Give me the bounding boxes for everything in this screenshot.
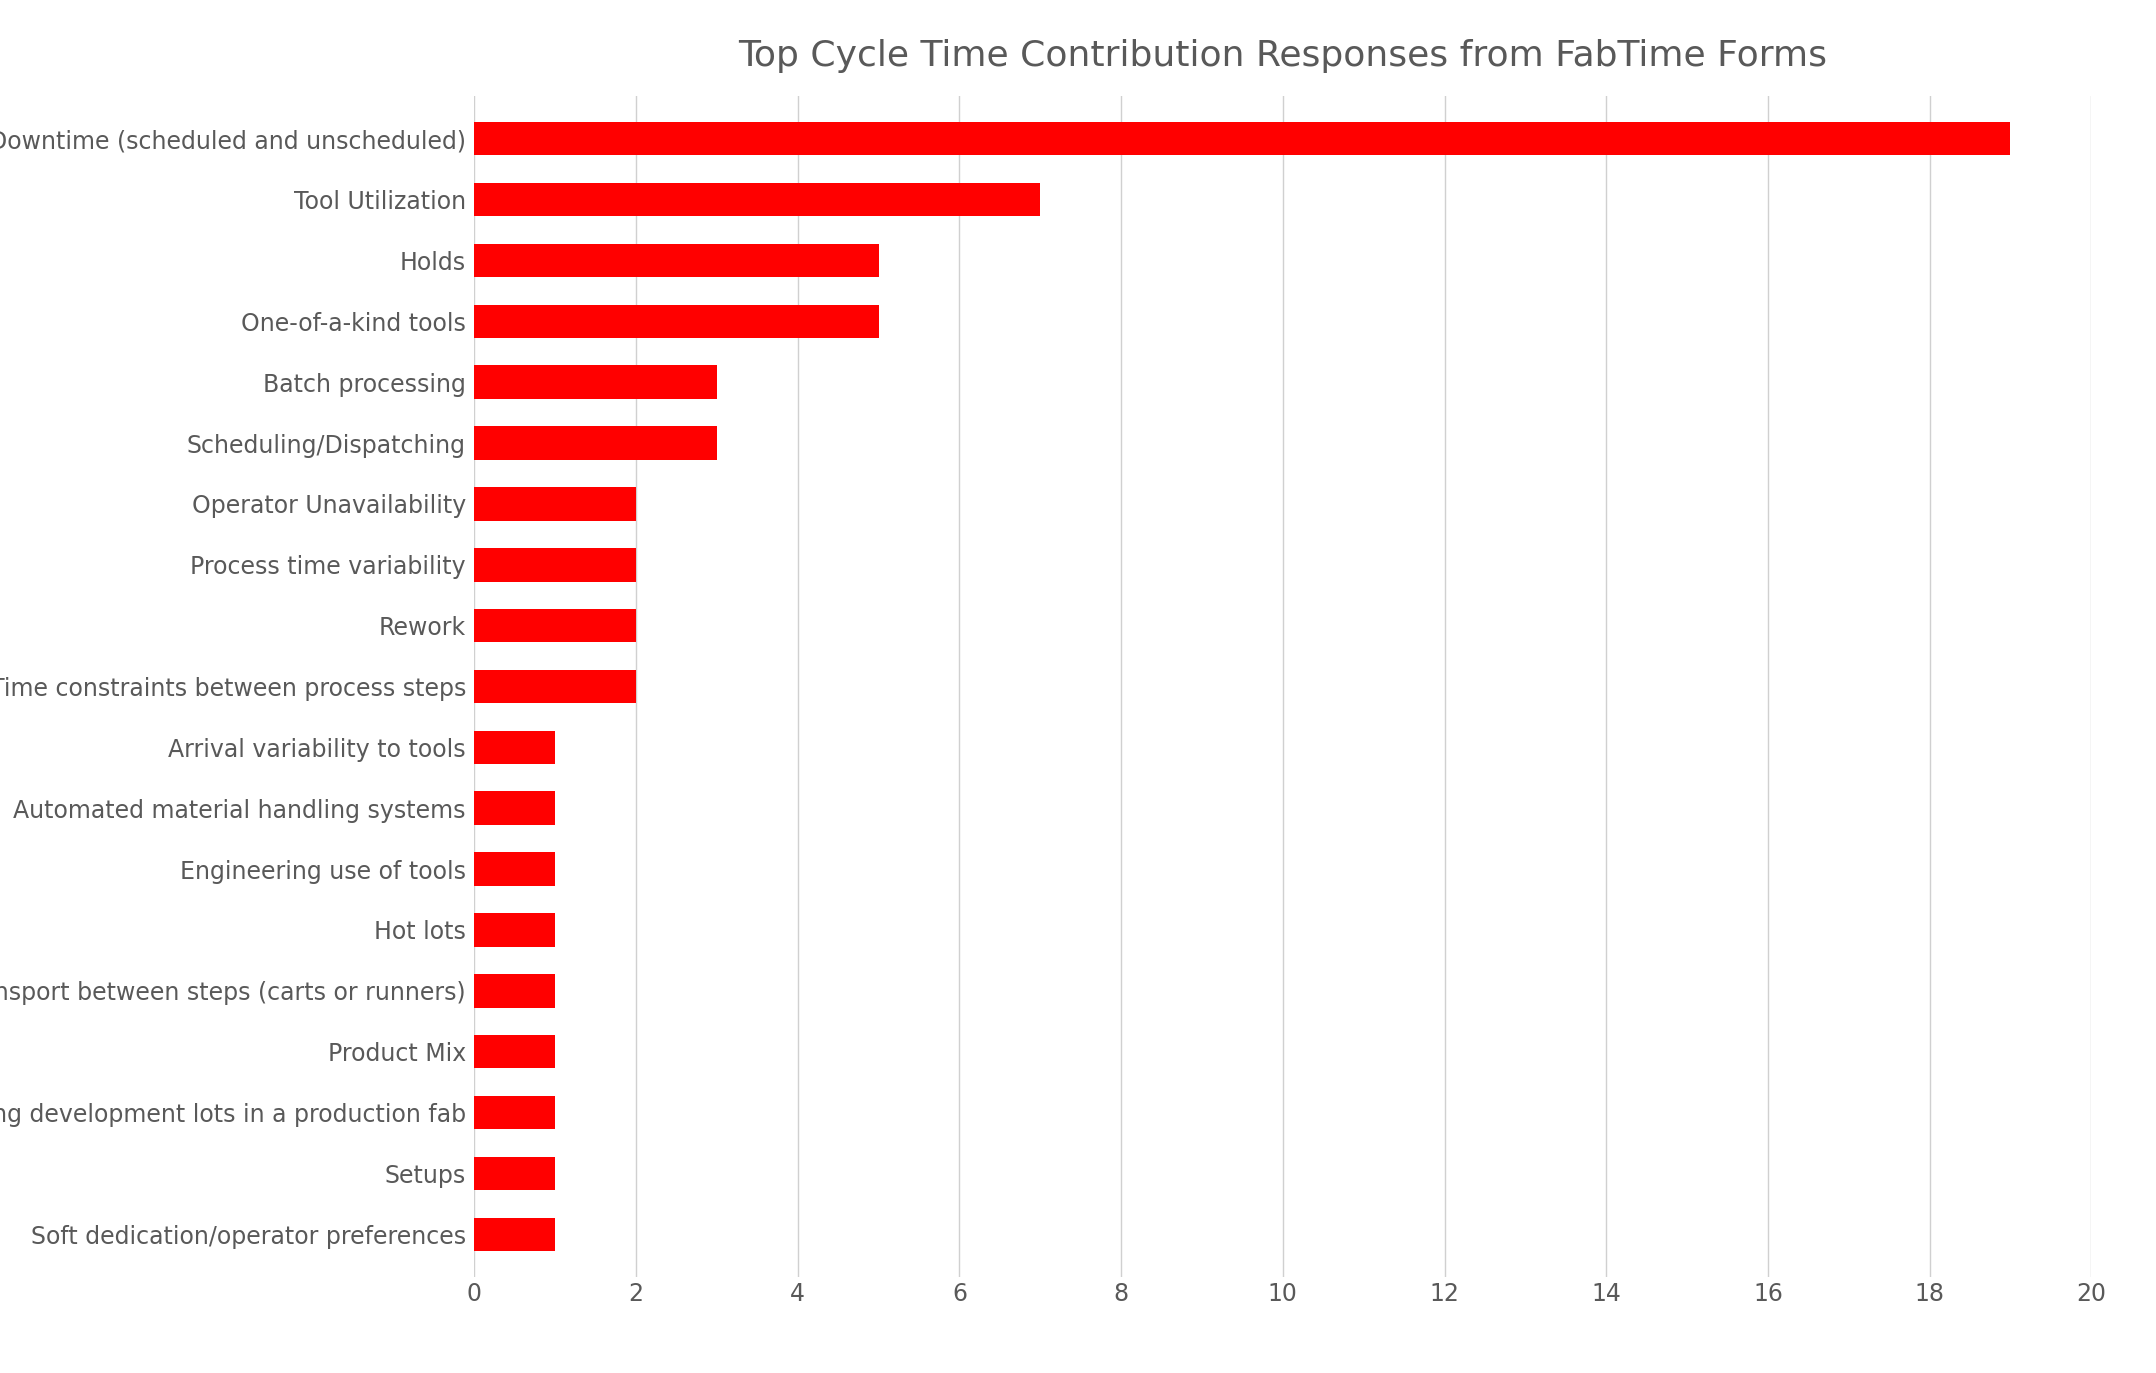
Bar xyxy=(474,365,718,400)
Bar xyxy=(474,548,636,582)
Bar xyxy=(474,730,556,765)
Bar xyxy=(474,670,636,703)
Bar xyxy=(474,913,556,947)
Bar xyxy=(474,305,880,338)
Bar xyxy=(474,1096,556,1129)
Bar xyxy=(474,487,636,520)
Bar xyxy=(474,608,636,643)
Bar xyxy=(474,426,718,460)
Title: Top Cycle Time Contribution Responses from FabTime Forms: Top Cycle Time Contribution Responses fr… xyxy=(737,38,1828,73)
Bar xyxy=(474,1218,556,1251)
Bar xyxy=(474,1035,556,1068)
Bar xyxy=(474,122,2012,155)
Bar xyxy=(474,853,556,886)
Bar xyxy=(474,183,1041,217)
Bar xyxy=(474,973,556,1008)
Bar xyxy=(474,1156,556,1190)
Bar xyxy=(474,791,556,825)
Bar xyxy=(474,243,880,277)
